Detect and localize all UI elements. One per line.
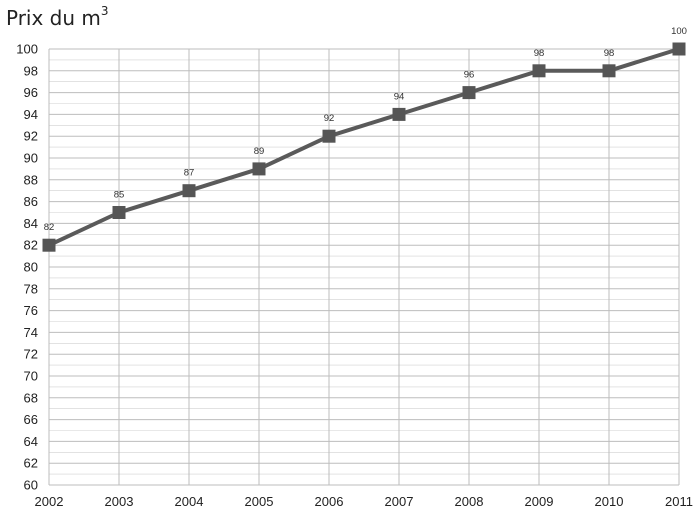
- x-tick-label: 2005: [245, 494, 274, 509]
- y-tick-label: 66: [24, 412, 38, 427]
- data-point-marker: [182, 184, 196, 198]
- x-axis-ticks: 2002 2003 2004 2005 2006 2007 2008 2009 2010 2011: [35, 494, 693, 509]
- x-tick-label: 2008: [455, 494, 484, 509]
- y-tick-label: 86: [24, 194, 38, 209]
- data-point-marker: [42, 238, 56, 252]
- data-point-marker: [462, 86, 476, 100]
- y-tick-label: 80: [24, 260, 38, 275]
- y-tick-label: 68: [24, 390, 38, 405]
- y-tick-label: 70: [24, 369, 38, 384]
- data-label: 94: [394, 91, 405, 102]
- data-label: 87: [184, 168, 195, 179]
- data-point-marker: [532, 64, 546, 78]
- y-tick-label: 90: [24, 151, 38, 166]
- y-tick-label: 98: [24, 63, 38, 78]
- data-label: 82: [44, 222, 55, 233]
- data-point-marker: [112, 206, 126, 219]
- x-tick-label: 2003: [105, 494, 134, 509]
- data-point-marker: [252, 162, 266, 176]
- y-tick-label: 72: [24, 347, 38, 362]
- y-tick-label: 88: [24, 172, 38, 187]
- grid: [48, 48, 680, 486]
- data-label: 89: [254, 146, 265, 157]
- data-labels: 82 85 87 89 92 94 96 98 98 100: [44, 26, 687, 233]
- y-tick-label: 84: [24, 216, 38, 231]
- x-tick-label: 2002: [35, 494, 64, 509]
- chart-title-superscript: 3: [100, 4, 109, 19]
- x-tick-label: 2007: [385, 494, 414, 509]
- data-label: 96: [464, 70, 475, 81]
- chart-title-text: Prix du m: [6, 6, 101, 30]
- y-tick-label: 74: [24, 325, 38, 340]
- series: [42, 42, 686, 252]
- x-tick-label: 2010: [595, 494, 624, 509]
- data-point-marker: [672, 42, 686, 56]
- data-label: 85: [114, 190, 125, 201]
- x-tick-label: 2011: [665, 494, 693, 509]
- y-tick-label: 64: [24, 434, 38, 449]
- x-tick-label: 2006: [315, 494, 344, 509]
- data-label: 98: [534, 48, 545, 59]
- data-label: 92: [324, 113, 335, 124]
- data-point-marker: [322, 129, 336, 143]
- x-tick-label: 2009: [525, 494, 554, 509]
- y-axis-ticks: 60 62 64 66 68 70 72 74 76 78 80 82 84 86 88 90 92 94 96 98…: [16, 42, 38, 493]
- data-label: 98: [604, 48, 615, 59]
- y-tick-label: 82: [24, 238, 38, 253]
- y-tick-label: 96: [24, 85, 38, 100]
- y-tick-label: 62: [24, 456, 38, 471]
- data-label: 100: [671, 26, 687, 37]
- y-tick-label: 60: [24, 478, 38, 493]
- y-tick-label: 100: [16, 42, 38, 57]
- x-tick-label: 2004: [175, 494, 204, 509]
- data-point-marker: [392, 107, 406, 121]
- chart-title: Prix du m3: [6, 4, 109, 30]
- y-tick-label: 92: [24, 129, 38, 144]
- y-tick-label: 76: [24, 303, 38, 318]
- y-tick-label: 94: [24, 107, 38, 122]
- series-line: [47, 47, 681, 248]
- data-point-marker: [602, 64, 616, 78]
- y-tick-label: 78: [24, 281, 38, 296]
